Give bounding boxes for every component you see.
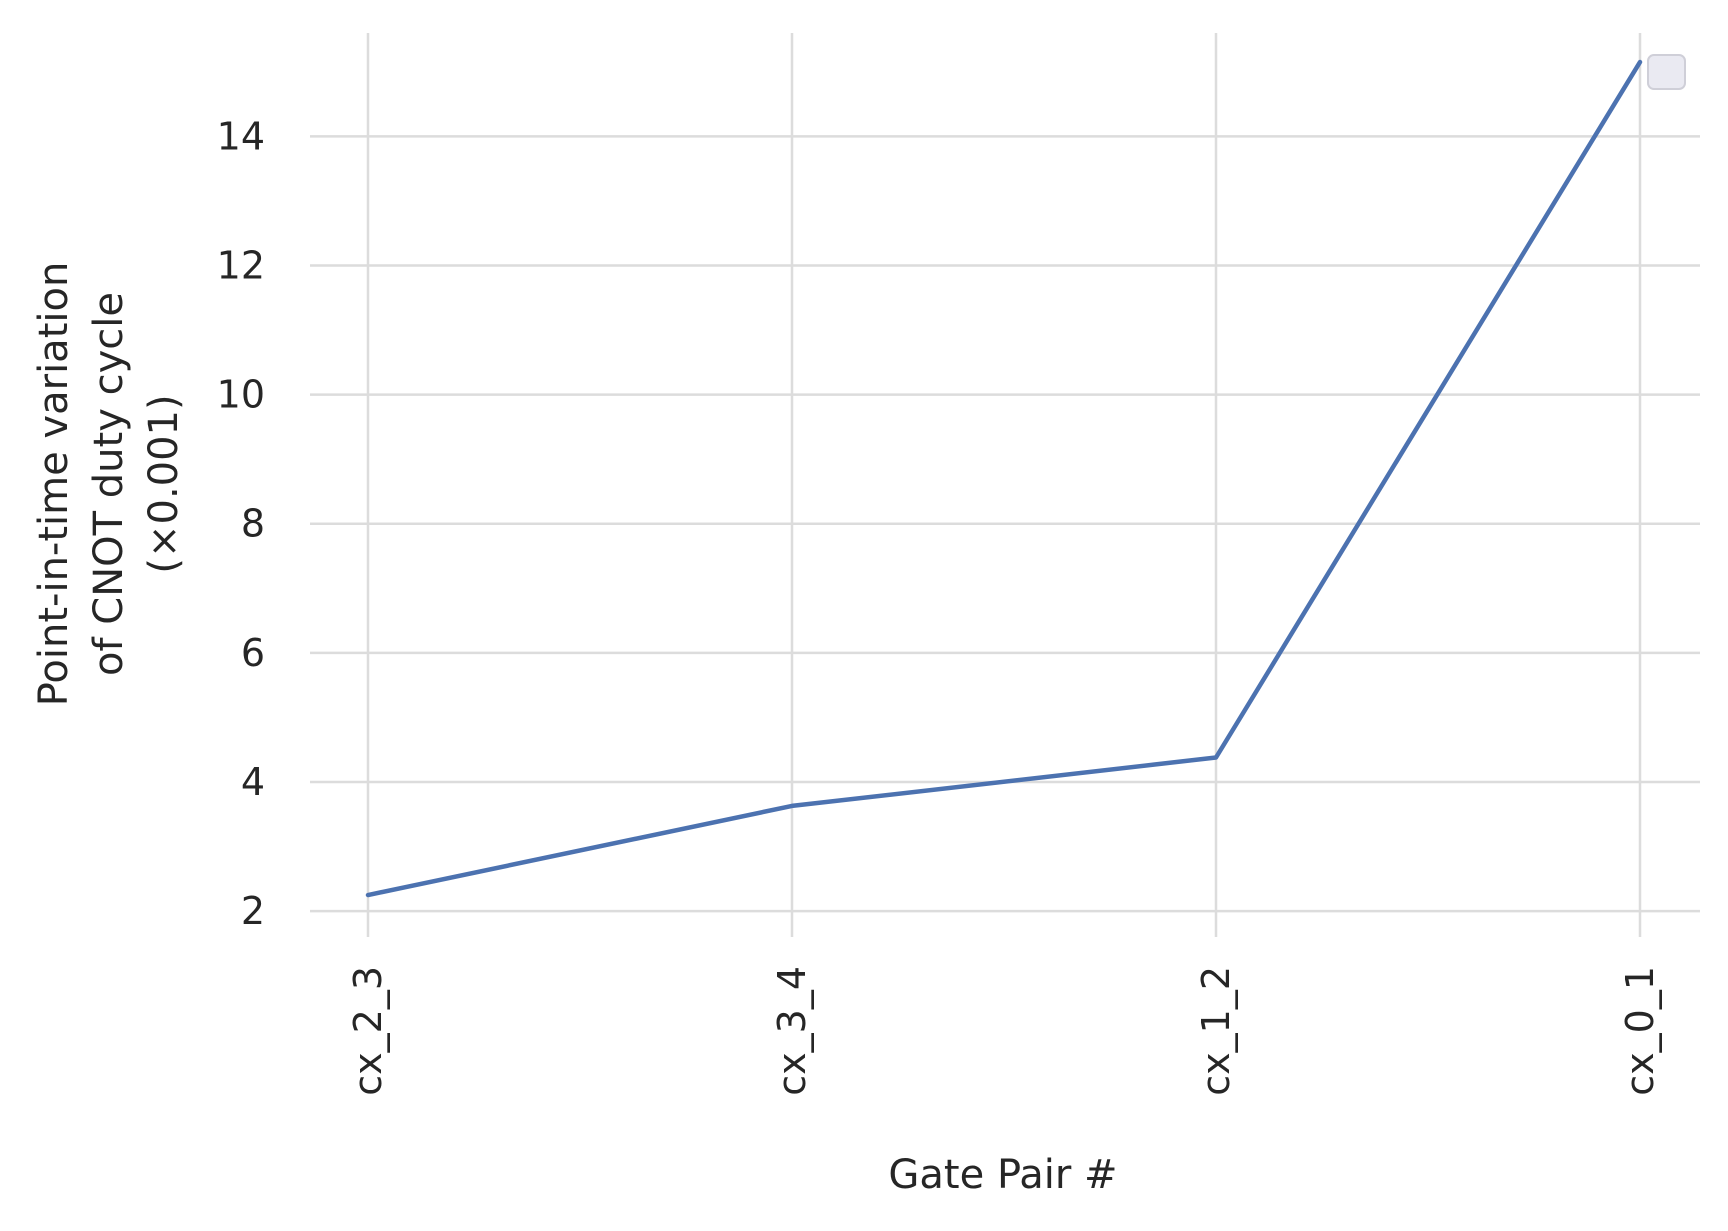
y-axis-label-line-1: Point-in-time variation bbox=[31, 262, 77, 707]
grid bbox=[310, 33, 1700, 937]
y-tick-label: 2 bbox=[241, 889, 265, 933]
y-axis-ticks: 2 4 6 8 10 12 14 bbox=[217, 114, 265, 933]
y-axis-label-line-3: (×0.001) bbox=[141, 394, 187, 573]
y-tick-label: 14 bbox=[217, 114, 265, 158]
x-tick-label: cx_1_2 bbox=[1194, 966, 1238, 1096]
legend bbox=[1647, 54, 1686, 90]
y-tick-label: 8 bbox=[241, 502, 265, 546]
series-line bbox=[365, 59, 1643, 898]
y-tick-label: 10 bbox=[217, 373, 265, 417]
x-tick-label: cx_0_1 bbox=[1618, 966, 1662, 1096]
y-tick-label: 6 bbox=[241, 631, 265, 675]
y-axis-label-line-2: of CNOT duty cycle bbox=[86, 292, 132, 676]
y-axis-label: Point-in-time variation of CNOT duty cyc… bbox=[31, 262, 187, 707]
y-tick-label: 12 bbox=[217, 243, 265, 287]
x-axis-ticks: cx_2_3 cx_3_4 cx_1_2 cx_0_1 bbox=[346, 966, 1662, 1096]
x-axis-label: Gate Pair # bbox=[888, 1152, 1117, 1198]
series-layer bbox=[365, 59, 1643, 898]
y-tick-label: 4 bbox=[241, 760, 265, 804]
x-tick-label: cx_3_4 bbox=[770, 966, 814, 1096]
x-tick-label: cx_2_3 bbox=[346, 966, 390, 1096]
